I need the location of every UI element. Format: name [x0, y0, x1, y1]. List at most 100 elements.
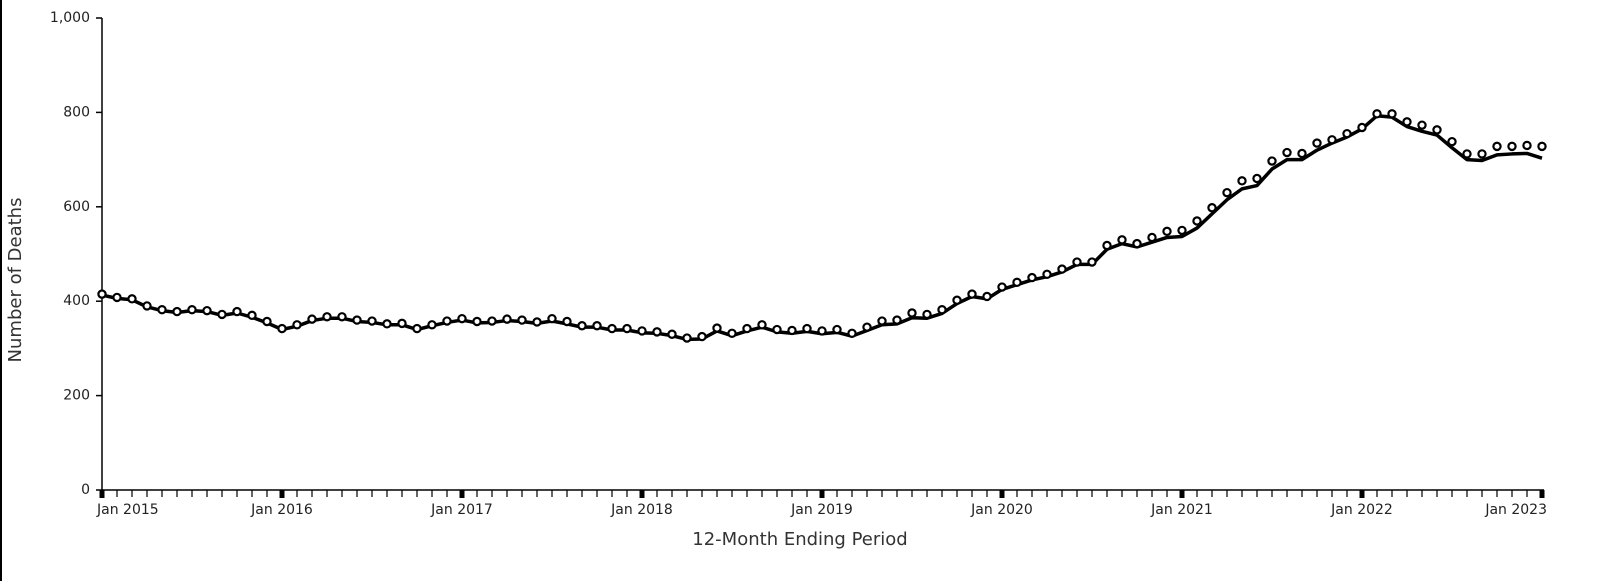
y-tick-label: 800 — [63, 104, 90, 120]
data-point — [247, 310, 257, 321]
y-tick-label: 600 — [63, 199, 90, 215]
data-point — [172, 306, 182, 317]
data-point — [1462, 149, 1472, 159]
x-axis-title: 12-Month Ending Period — [692, 529, 907, 550]
data-point — [1237, 176, 1247, 186]
data-point — [127, 294, 137, 304]
x-major-tick — [99, 490, 105, 498]
data-point — [1162, 226, 1172, 237]
data-point — [427, 320, 437, 330]
data-point — [967, 289, 977, 299]
y-tick-label: 0 — [81, 482, 90, 498]
data-point — [1312, 138, 1322, 148]
data-point — [1207, 203, 1217, 213]
data-point — [1537, 141, 1547, 152]
data-point — [742, 323, 752, 334]
data-point — [1222, 187, 1232, 198]
data-point — [682, 333, 692, 343]
data-point — [787, 325, 797, 336]
data-point — [892, 315, 902, 325]
data-point — [562, 316, 572, 327]
data-point — [1357, 122, 1367, 133]
x-major-tick — [819, 490, 825, 498]
data-point — [457, 313, 467, 324]
data-point — [1102, 240, 1112, 251]
data-point — [397, 318, 407, 329]
data-point — [1147, 232, 1157, 243]
data-point — [1072, 257, 1082, 267]
x-major-tick — [279, 490, 285, 498]
data-point — [202, 305, 212, 316]
data-point — [337, 312, 347, 322]
data-point — [1297, 148, 1307, 159]
data-point — [277, 323, 287, 334]
data-point — [1402, 117, 1412, 127]
data-point — [442, 316, 452, 326]
data-point — [1042, 269, 1052, 279]
x-major-tick — [1359, 490, 1365, 498]
y-axis-title: Number of Deaths — [5, 198, 26, 363]
data-point — [862, 322, 872, 332]
data-point — [652, 327, 662, 337]
x-tick-label: Jan 2018 — [610, 502, 673, 518]
data-point — [997, 282, 1007, 292]
x-tick-label: Jan 2023 — [1484, 502, 1547, 518]
data-point — [757, 320, 767, 330]
data-point — [217, 309, 227, 320]
data-point — [577, 321, 587, 331]
x-tick-label: Jan 2019 — [790, 502, 853, 518]
data-point — [487, 316, 497, 326]
x-major-tick — [1179, 490, 1185, 498]
x-tick-label: Jan 2020 — [970, 502, 1033, 518]
data-point — [817, 326, 827, 336]
data-point — [307, 314, 317, 324]
x-tick-label: Jan 2017 — [430, 502, 493, 518]
data-point — [982, 291, 992, 302]
data-point — [382, 319, 392, 329]
data-point — [1417, 120, 1427, 130]
data-point — [877, 316, 887, 326]
data-point — [772, 324, 782, 335]
data-point — [1477, 149, 1487, 159]
data-point — [907, 308, 917, 318]
data-point — [712, 323, 722, 333]
data-point — [517, 315, 527, 325]
x-major-tick — [459, 490, 465, 498]
y-tick-label: 200 — [63, 388, 90, 404]
data-point — [1282, 147, 1292, 158]
data-point — [367, 316, 377, 326]
data-point — [1522, 140, 1532, 151]
data-point — [1447, 136, 1457, 147]
data-point — [607, 323, 617, 334]
data-point — [727, 328, 737, 338]
data-point — [847, 328, 857, 338]
data-point — [937, 304, 947, 315]
x-tick-label: Jan 2022 — [1330, 502, 1393, 518]
data-point — [1192, 216, 1202, 226]
y-tick-label: 1,000 — [50, 10, 90, 26]
data-point — [187, 304, 197, 315]
data-point — [637, 326, 647, 336]
data-point — [667, 329, 677, 339]
data-point — [547, 313, 557, 324]
data-point — [922, 309, 932, 320]
x-tick-label: Jan 2021 — [1150, 502, 1213, 518]
data-point — [1117, 235, 1127, 245]
data-point — [1387, 109, 1397, 119]
data-point — [472, 316, 482, 327]
data-point — [1177, 225, 1187, 236]
data-point — [232, 306, 242, 317]
data-point — [1327, 135, 1337, 145]
data-point — [292, 320, 302, 330]
data-point — [592, 321, 602, 331]
data-point — [262, 316, 272, 327]
data-point — [622, 323, 632, 334]
data-point — [1507, 141, 1517, 152]
data-point — [952, 295, 962, 305]
x-major-tick — [639, 490, 645, 498]
data-line — [101, 113, 1543, 342]
data-point — [97, 289, 107, 299]
data-point — [1132, 238, 1142, 249]
data-point — [412, 323, 422, 334]
